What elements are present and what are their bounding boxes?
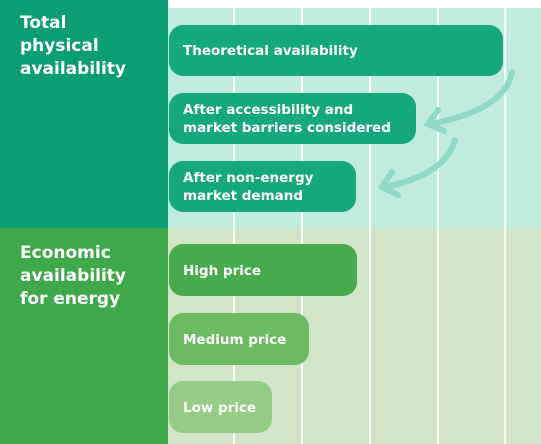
bar-label: Low price [183, 400, 256, 416]
section-title: Total [20, 13, 66, 33]
arrows [377, 69, 515, 198]
bar [169, 25, 503, 76]
section-title: availability [20, 266, 126, 286]
bar-label: Theoretical availability [183, 43, 358, 59]
section-title: Economic [20, 243, 111, 263]
section-title: for energy [20, 289, 120, 309]
bar-label: Medium price [183, 332, 286, 348]
bar [169, 313, 309, 365]
top-section [0, 0, 168, 228]
grid-lines [233, 8, 506, 444]
bar-label: market barriers considered [183, 120, 391, 136]
bar-label: High price [183, 263, 261, 279]
bar [169, 93, 416, 144]
bar-label: After accessibility and [183, 102, 353, 118]
bar-label: market demand [183, 188, 303, 204]
section-title: availability [20, 59, 126, 79]
bar [169, 381, 272, 433]
section-title: physical [20, 36, 99, 56]
bar-label: After non-energy [183, 170, 314, 186]
bottom-section [0, 228, 168, 444]
bar [169, 161, 356, 212]
bar [169, 244, 357, 296]
